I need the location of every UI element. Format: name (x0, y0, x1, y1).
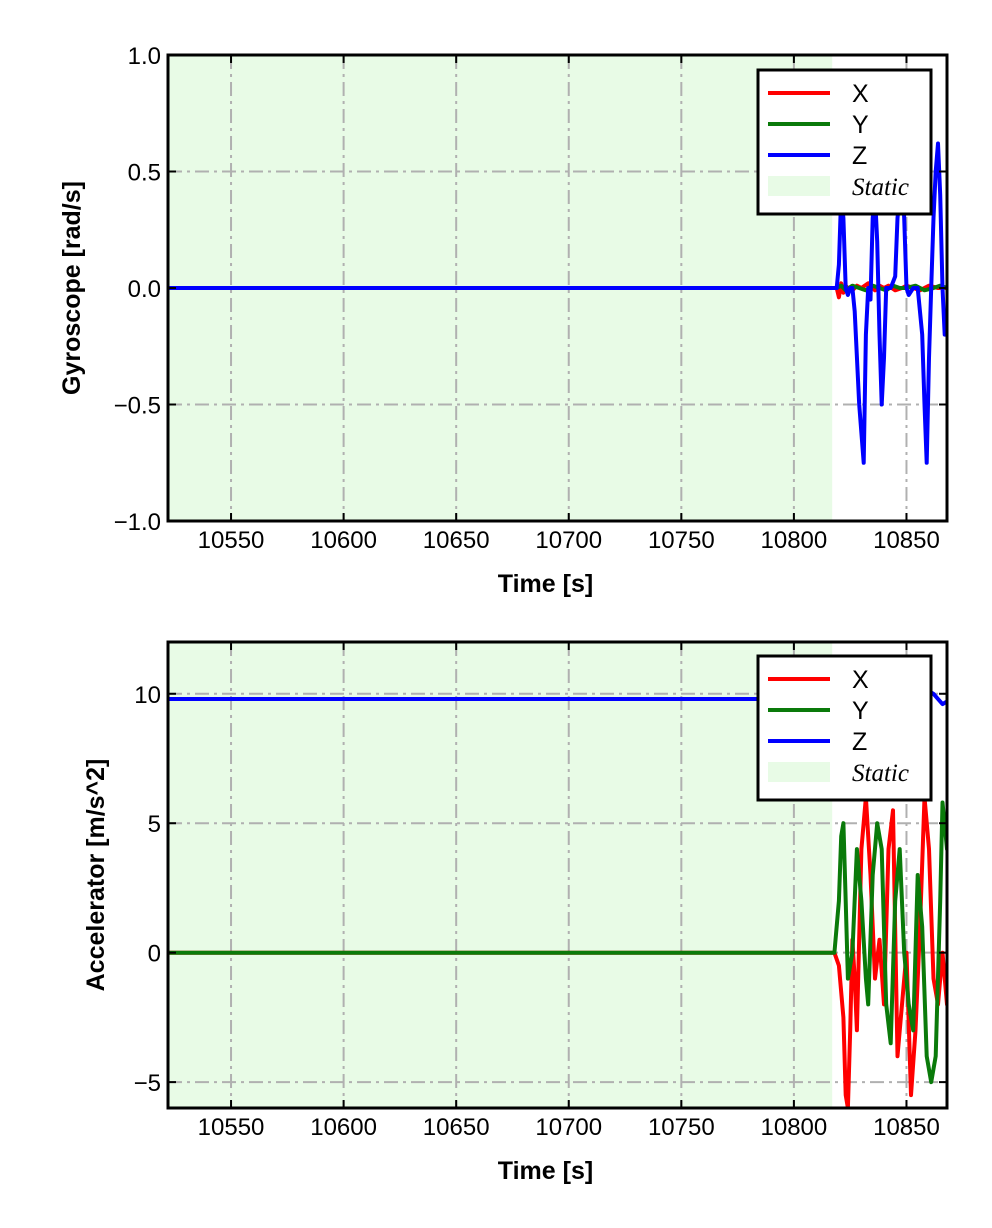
x-tick-label: 10700 (535, 1114, 602, 1141)
x-tick-label: 10650 (423, 527, 490, 554)
x-axis-label: Time [s] (498, 1157, 593, 1185)
static-region (168, 642, 833, 1108)
y-tick-label: 0 (148, 941, 161, 968)
y-tick-label: 10 (134, 682, 161, 709)
x-tick-label: 10850 (873, 1114, 940, 1141)
y-tick-label: −0.5 (114, 393, 161, 420)
series-line-x (168, 795, 947, 1108)
chart-1: 10550 10600 10650 10700 10750 10800 10850 1.0 0.… (58, 43, 949, 598)
x-tick-label: 10600 (310, 1114, 377, 1141)
y-tick-label: 0.5 (128, 160, 161, 187)
y-tick-label: 1.0 (128, 43, 161, 70)
y-tick-label: −5 (134, 1070, 161, 1097)
y-axis-label: Gyroscope [rad/s] (58, 181, 86, 395)
series-lines (168, 141, 947, 465)
x-tick-label: 10550 (198, 1114, 265, 1141)
y-axis-label: Accelerator [m/s^2] (82, 759, 110, 992)
legend-label-x: X (852, 80, 869, 108)
y-tick-label: 5 (148, 811, 161, 838)
legend: XYZ Static (756, 68, 933, 216)
legend-swatch-static (768, 762, 830, 782)
series-line-z (168, 141, 947, 465)
legend-label-z: Z (852, 142, 867, 170)
y-tick-label: −1.0 (114, 509, 161, 536)
x-tick-label: 10600 (310, 527, 377, 554)
legend-label-x: X (852, 666, 869, 694)
x-tick-label: 10700 (535, 527, 602, 554)
legend-label-y: Y (852, 111, 869, 139)
x-tick-label: 10550 (198, 527, 265, 554)
x-tick-label: 10850 (873, 527, 940, 554)
x-tick-label: 10800 (761, 527, 828, 554)
legend-swatch-static (768, 176, 830, 196)
legend-label-static: Static (852, 174, 909, 201)
axes-frame (166, 640, 949, 1110)
x-tick-label: 10750 (648, 527, 715, 554)
legend-label-z: Z (852, 728, 867, 756)
x-tick-label: 10750 (648, 1114, 715, 1141)
legend: XYZ Static (756, 654, 933, 802)
x-axis-label: Time [s] (498, 570, 593, 598)
series-line-y (168, 800, 947, 1085)
grid (168, 642, 947, 1108)
chart-2: 10550 10600 10650 10700 10750 10800 10850 10 5 0 −… (82, 640, 949, 1185)
legend-label-y: Y (852, 697, 869, 725)
legend-label-static: Static (852, 760, 909, 787)
x-tick-label: 10800 (761, 1114, 828, 1141)
y-tick-label: 0.0 (128, 276, 161, 303)
x-tick-label: 10650 (423, 1114, 490, 1141)
